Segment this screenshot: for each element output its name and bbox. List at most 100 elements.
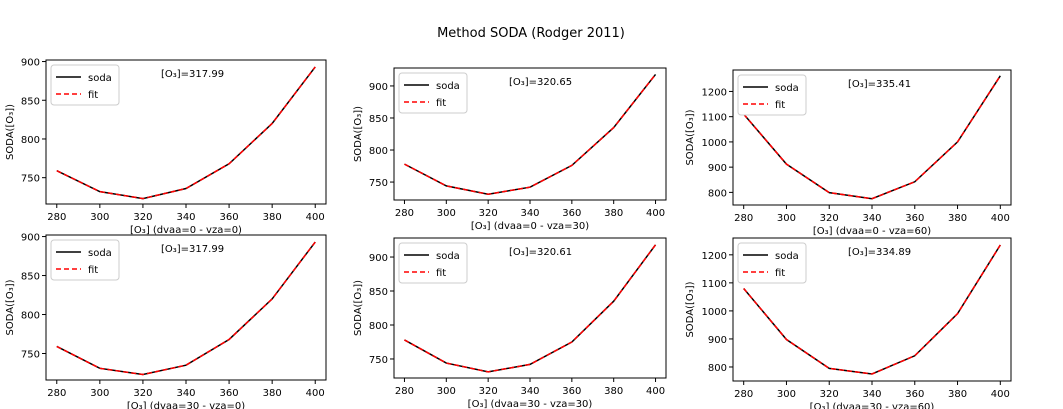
legend-label-soda: soda bbox=[436, 81, 460, 92]
legend-label-fit: fit bbox=[88, 265, 98, 276]
x-axis-label: [O₃] (dvaa=0 - vza=0) bbox=[130, 225, 242, 236]
y-axis-label: SODA([O₃]) bbox=[353, 280, 364, 336]
y-tick-label: 750 bbox=[369, 178, 388, 189]
series-line-fit bbox=[743, 244, 1001, 375]
x-tick-label: 280 bbox=[734, 389, 753, 400]
x-tick-label: 280 bbox=[734, 213, 753, 224]
y-axis-label: SODA([O₃]) bbox=[5, 279, 16, 335]
x-tick-label: 300 bbox=[90, 388, 109, 399]
x-tick-label: 320 bbox=[820, 213, 839, 224]
x-tick-label: 300 bbox=[777, 389, 796, 400]
y-tick-label: 850 bbox=[21, 272, 40, 283]
x-tick-label: 400 bbox=[646, 208, 665, 219]
legend-label-fit: fit bbox=[436, 98, 446, 109]
annotation: [O₃]=335.41 bbox=[848, 79, 911, 90]
y-tick-label: 800 bbox=[21, 135, 40, 146]
x-tick-label: 280 bbox=[47, 212, 66, 223]
x-tick-label: 300 bbox=[90, 212, 109, 223]
subplot-5: 280 300 320 340 360 380 400 750 800 850 900 [O₃] (d… bbox=[353, 237, 667, 409]
series-line-fit bbox=[56, 66, 316, 200]
y-tick-label: 1100 bbox=[702, 279, 727, 290]
x-tick-label: 320 bbox=[133, 212, 152, 223]
x-tick-label: 360 bbox=[562, 208, 581, 219]
legend-box bbox=[50, 64, 120, 106]
y-tick-label: 800 bbox=[369, 146, 388, 157]
x-tick-label: 320 bbox=[479, 208, 498, 219]
series-line-fit bbox=[743, 75, 1001, 200]
x-tick-label: 400 bbox=[306, 212, 325, 223]
x-axis-label: [O₃] (dvaa=0 - vza=30) bbox=[471, 221, 589, 232]
x-tick-label: 340 bbox=[520, 208, 539, 219]
legend-label-soda: soda bbox=[775, 83, 799, 94]
figure-title: Method SODA (Rodger 2011) bbox=[437, 26, 625, 41]
series-line-fit bbox=[56, 241, 316, 376]
legend-box bbox=[398, 72, 468, 114]
y-tick-label: 1200 bbox=[702, 87, 727, 98]
y-tick-label: 800 bbox=[708, 363, 727, 374]
x-tick-label: 340 bbox=[176, 388, 195, 399]
annotation: [O₃]=317.99 bbox=[161, 69, 224, 80]
subplot-1: 280 300 320 340 360 380 400 750 800 850 900 [O₃] (d… bbox=[5, 58, 327, 236]
legend-box bbox=[398, 242, 468, 284]
y-tick-label: 850 bbox=[369, 114, 388, 125]
y-tick-label: 900 bbox=[708, 163, 727, 174]
x-tick-label: 320 bbox=[820, 389, 839, 400]
subplot-2: 280 300 320 340 360 380 400 750 800 850 900 [O₃] (d… bbox=[353, 67, 667, 232]
legend: soda fit bbox=[737, 242, 807, 284]
y-tick-label: 1000 bbox=[702, 138, 727, 149]
x-axis-label: [O₃] (dvaa=30 - vza=60) bbox=[810, 402, 935, 409]
legend: soda fit bbox=[398, 242, 468, 284]
annotation: [O₃]=334.89 bbox=[848, 247, 911, 258]
x-tick-label: 300 bbox=[437, 386, 456, 397]
y-tick-label: 900 bbox=[708, 335, 727, 346]
y-tick-label: 900 bbox=[369, 253, 388, 264]
y-tick-label: 800 bbox=[21, 311, 40, 322]
y-tick-label: 900 bbox=[21, 233, 40, 244]
legend: soda fit bbox=[398, 72, 468, 114]
y-tick-label: 800 bbox=[708, 188, 727, 199]
y-axis-label: SODA([O₃]) bbox=[685, 281, 696, 337]
legend-label-soda: soda bbox=[436, 251, 460, 262]
y-tick-label: 900 bbox=[21, 58, 40, 69]
legend: soda fit bbox=[50, 64, 120, 106]
x-tick-label: 400 bbox=[991, 213, 1010, 224]
subplot-3: 280 300 320 340 360 380 400 800 900 1000 1100 1200 [… bbox=[685, 69, 1012, 237]
legend-label-soda: soda bbox=[88, 248, 112, 259]
x-tick-label: 400 bbox=[991, 389, 1010, 400]
x-tick-label: 360 bbox=[220, 212, 239, 223]
legend-label-soda: soda bbox=[775, 251, 799, 262]
y-tick-label: 1200 bbox=[702, 251, 727, 262]
x-tick-label: 340 bbox=[862, 389, 881, 400]
x-tick-label: 380 bbox=[948, 213, 967, 224]
legend-box bbox=[737, 242, 807, 284]
series-line-fit bbox=[404, 73, 657, 195]
legend-label-fit: fit bbox=[88, 90, 98, 101]
x-axis-label: [O₃] (dvaa=30 - vza=0) bbox=[127, 401, 245, 409]
x-tick-label: 340 bbox=[520, 386, 539, 397]
y-tick-label: 900 bbox=[369, 82, 388, 93]
x-tick-label: 380 bbox=[263, 388, 282, 399]
series-line-soda bbox=[404, 244, 657, 373]
x-tick-label: 380 bbox=[948, 389, 967, 400]
x-tick-label: 400 bbox=[306, 388, 325, 399]
x-tick-label: 400 bbox=[646, 386, 665, 397]
annotation: [O₃]=320.65 bbox=[509, 77, 572, 88]
x-tick-label: 340 bbox=[862, 213, 881, 224]
y-tick-label: 750 bbox=[21, 174, 40, 185]
y-axis-label: SODA([O₃]) bbox=[685, 109, 696, 165]
x-tick-label: 300 bbox=[437, 208, 456, 219]
x-axis-label: [O₃] (dvaa=30 - vza=30) bbox=[468, 399, 593, 409]
subplot-6: 280 300 320 340 360 380 400 800 900 1000 1100 1200 [… bbox=[685, 237, 1012, 409]
x-tick-label: 360 bbox=[562, 386, 581, 397]
x-tick-label: 360 bbox=[220, 388, 239, 399]
legend-box bbox=[50, 239, 120, 281]
legend-box bbox=[737, 74, 807, 116]
x-tick-label: 360 bbox=[905, 213, 924, 224]
subplot-4: 280 300 320 340 360 380 400 750 800 850 900 [O₃] (d… bbox=[5, 233, 327, 409]
y-axis-label: SODA([O₃]) bbox=[353, 106, 364, 162]
x-tick-label: 320 bbox=[133, 388, 152, 399]
x-tick-label: 320 bbox=[479, 386, 498, 397]
legend-label-soda: soda bbox=[88, 73, 112, 84]
